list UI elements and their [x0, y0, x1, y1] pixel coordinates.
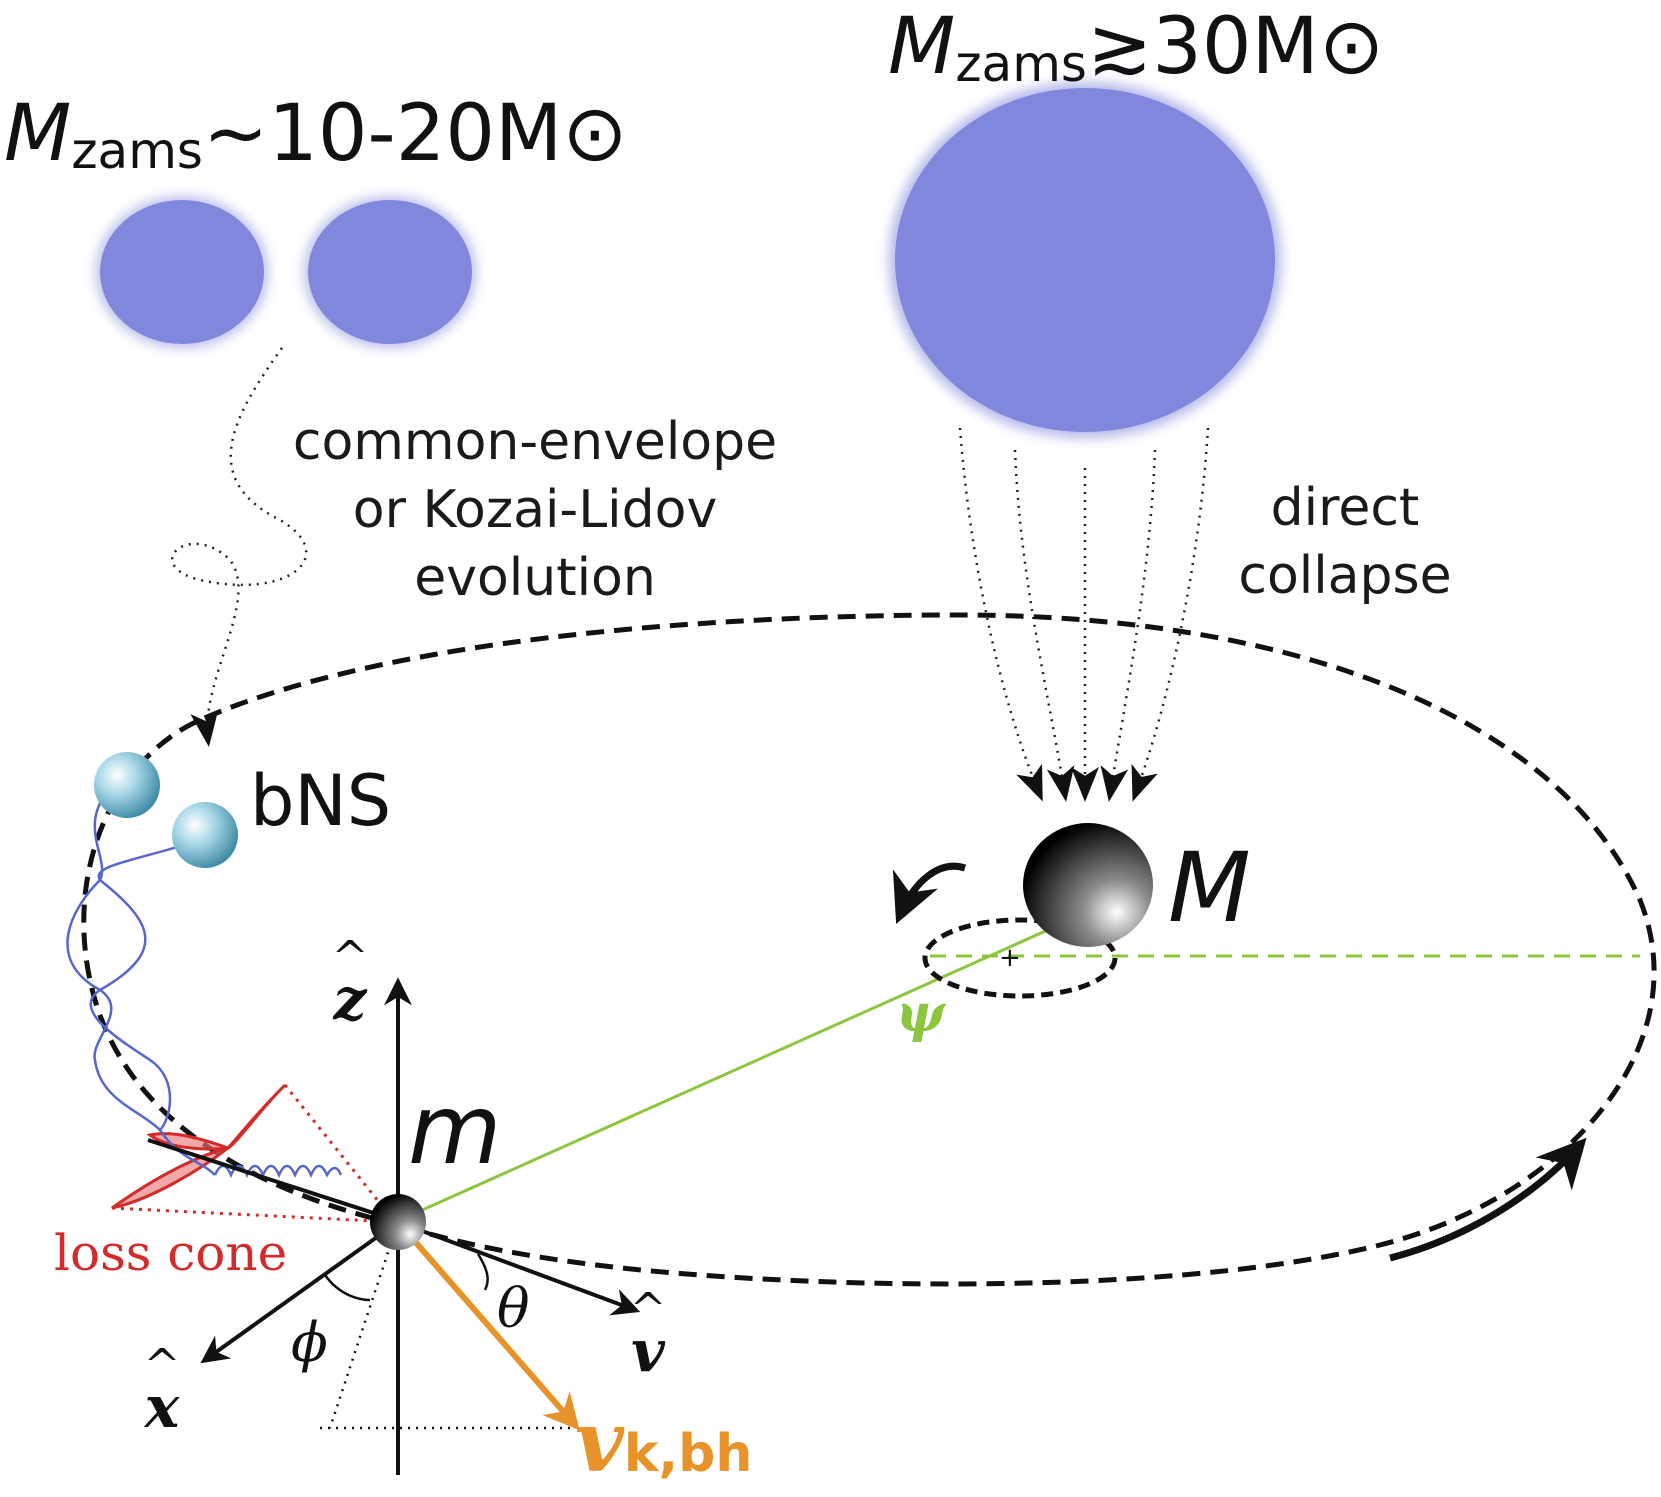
- collapse-arrows: [958, 427, 1210, 802]
- outer-orbit: [81, 612, 1657, 1287]
- channel-note-right: direct collapse: [1238, 478, 1452, 606]
- label-axis-v: ^ v: [629, 1284, 667, 1385]
- neutron-star-2: [172, 802, 238, 868]
- rotation-arrow-inner: [892, 862, 967, 925]
- label-axis-x: ^ x: [143, 1340, 181, 1441]
- green-separation-line: [399, 918, 1071, 1222]
- label-bns: bNS: [250, 760, 392, 842]
- theta-arc: [476, 1253, 489, 1291]
- label-loss-cone: loss cone: [54, 1224, 288, 1282]
- x-axis: [200, 1220, 400, 1364]
- evolution-path: [171, 347, 308, 747]
- v-axis: [397, 1220, 641, 1316]
- big-black-hole: [1023, 823, 1153, 947]
- small-progenitor-stars: [96, 196, 476, 348]
- loss-cone: [111, 1083, 397, 1224]
- large-progenitor-star: [889, 82, 1281, 438]
- kick-velocity-arrow: [395, 1220, 580, 1431]
- label-theta: θ: [497, 1277, 530, 1340]
- channel-note-left: common-envelope or Kozai-Lidov evolution: [292, 412, 778, 608]
- label-psi: ψ: [896, 983, 945, 1044]
- label-small-mass: m: [408, 1074, 502, 1186]
- label-axis-z: ^ z: [331, 932, 369, 1033]
- label-zams-high: Mzams≳30M⊙: [888, 2, 1385, 93]
- svg-text:+: +: [999, 943, 1021, 973]
- projection-lines: [320, 1221, 572, 1430]
- small-black-hole: [370, 1194, 426, 1250]
- line-of-sight: [147, 1138, 396, 1222]
- phi-arc: [323, 1274, 371, 1302]
- label-phi: ϕ: [291, 1311, 328, 1374]
- inner-orbit: [922, 917, 1118, 999]
- label-big-mass: M: [1168, 832, 1251, 944]
- label-zams-low: Mzams~10-20M⊙: [4, 89, 628, 180]
- neutron-star-1: [94, 752, 160, 818]
- rotation-arrow-outer: [1389, 1137, 1587, 1262]
- label-kick-velocity: vk,bh: [575, 1392, 753, 1491]
